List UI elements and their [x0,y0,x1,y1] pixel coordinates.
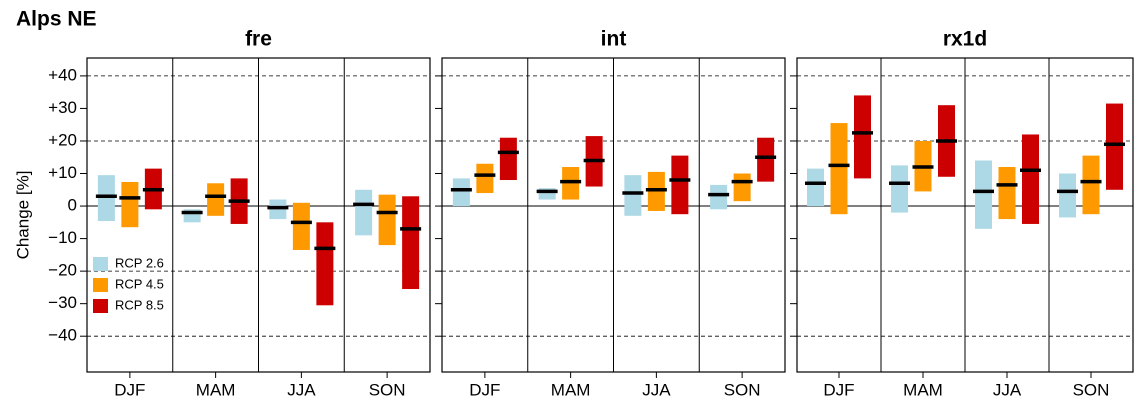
x-tick-label: SON [724,380,761,399]
range-box [710,184,728,210]
x-tick-label: DJF [823,380,854,399]
range-box [1022,134,1039,224]
legend-swatch [93,299,108,313]
range-box [452,178,470,207]
range-box [733,173,751,202]
y-tick-label: −10 [48,228,77,247]
range-box [538,188,556,200]
range-box [1082,155,1100,215]
y-tick-label: +20 [48,130,77,149]
y-tick-label: +10 [48,163,77,182]
range-box [671,155,689,215]
y-tick-label: −20 [48,261,77,280]
range-box [757,137,775,182]
legend-label: RCP 4.5 [115,276,164,291]
panel-title: int [601,28,627,51]
range-box [1106,103,1123,190]
x-tick-label: JJA [642,380,671,399]
range-box [355,189,373,236]
panel-title: fre [245,28,272,51]
range-box [378,194,396,246]
range-box [998,167,1016,220]
range-box [624,175,642,216]
range-box [830,123,848,215]
range-box [316,222,334,306]
range-box [292,202,310,250]
y-tick-label: 0 [68,196,77,215]
x-tick-label: MAM [903,380,943,399]
x-tick-label: JJA [993,380,1022,399]
y-tick-label: −30 [48,293,77,312]
plot-frame [441,57,786,373]
x-tick-label: JJA [287,380,316,399]
panel-title: rx1d [943,28,987,51]
legend-label: RCP 8.5 [115,297,164,312]
x-tick-label: DJF [114,380,145,399]
page-title: Alps NE [16,8,97,31]
x-tick-label: SON [1073,380,1110,399]
range-box [1059,173,1076,218]
legend-label: RCP 2.6 [115,255,164,270]
plot-frame [796,57,1134,373]
range-box [97,175,115,222]
range-box [499,137,517,181]
y-axis-label: Change [%] [13,171,32,260]
x-tick-label: SON [369,380,406,399]
range-box [975,160,992,229]
range-box [891,165,908,213]
range-box [402,196,420,290]
plot-frame [86,57,431,373]
x-tick-label: MAM [196,380,236,399]
range-box [807,168,824,207]
legend-swatch [93,278,108,292]
x-tick-label: MAM [551,380,591,399]
range-box [207,183,225,216]
y-tick-label: −40 [48,326,77,345]
y-tick-label: +30 [48,98,77,117]
range-box [854,95,871,179]
range-box [476,163,494,194]
x-tick-label: DJF [469,380,500,399]
y-tick-label: +40 [48,65,77,84]
legend-swatch [93,257,108,271]
range-box [121,181,139,228]
